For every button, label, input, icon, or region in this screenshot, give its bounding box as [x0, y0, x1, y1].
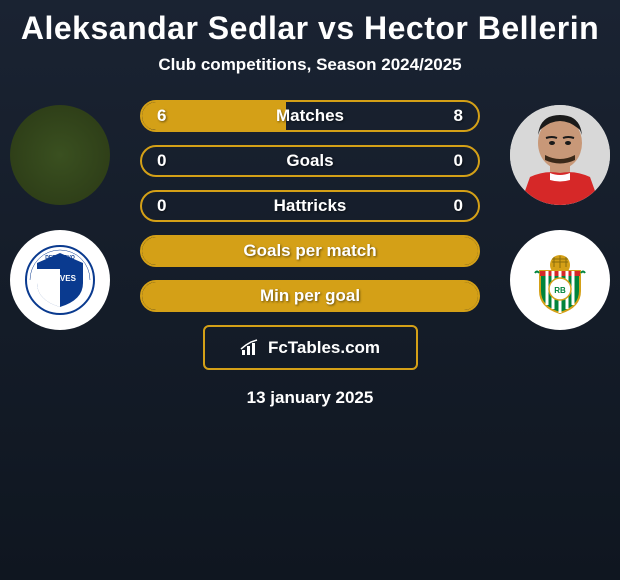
club-badge-left: ALAVES DEPORTIVO: [10, 230, 110, 330]
stat-label: Hattricks: [274, 196, 347, 216]
player-left-photo: [10, 105, 110, 205]
stat-bar: Min per goal: [140, 280, 480, 312]
stat-bar: Goals per match: [140, 235, 480, 267]
club-badge-right: RB: [510, 230, 610, 330]
stat-bar: 0 Hattricks 0: [140, 190, 480, 222]
stats-area: ALAVES DEPORTIVO RB 6 Matches 8 0 Goals 0 0 Hat…: [0, 100, 620, 312]
svg-text:ALAVES: ALAVES: [44, 274, 77, 283]
brand-text: FcTables.com: [268, 338, 380, 358]
svg-text:RB: RB: [554, 286, 566, 295]
stat-value-right: 0: [454, 196, 463, 216]
stat-bar: 6 Matches 8: [140, 100, 480, 132]
chart-icon: [240, 339, 262, 357]
stat-label: Matches: [276, 106, 344, 126]
brand-box: FcTables.com: [203, 325, 418, 370]
subtitle: Club competitions, Season 2024/2025: [158, 55, 461, 75]
comparison-card: Aleksandar Sedlar vs Hector Bellerin Clu…: [0, 0, 620, 408]
stat-value-right: 8: [454, 106, 463, 126]
stat-label: Goals per match: [243, 241, 376, 261]
player-right-photo: [510, 105, 610, 205]
stat-label: Goals: [286, 151, 333, 171]
stat-value-left: 6: [157, 106, 166, 126]
stat-value-left: 0: [157, 196, 166, 216]
stat-label: Min per goal: [260, 286, 360, 306]
date-text: 13 january 2025: [247, 388, 374, 408]
stat-bar: 0 Goals 0: [140, 145, 480, 177]
stat-value-left: 0: [157, 151, 166, 171]
stat-rows: 6 Matches 8 0 Goals 0 0 Hattricks 0 Goals per mat…: [140, 100, 480, 312]
page-title: Aleksandar Sedlar vs Hector Bellerin: [21, 10, 599, 47]
svg-text:DEPORTIVO: DEPORTIVO: [45, 255, 75, 261]
stat-value-right: 0: [454, 151, 463, 171]
